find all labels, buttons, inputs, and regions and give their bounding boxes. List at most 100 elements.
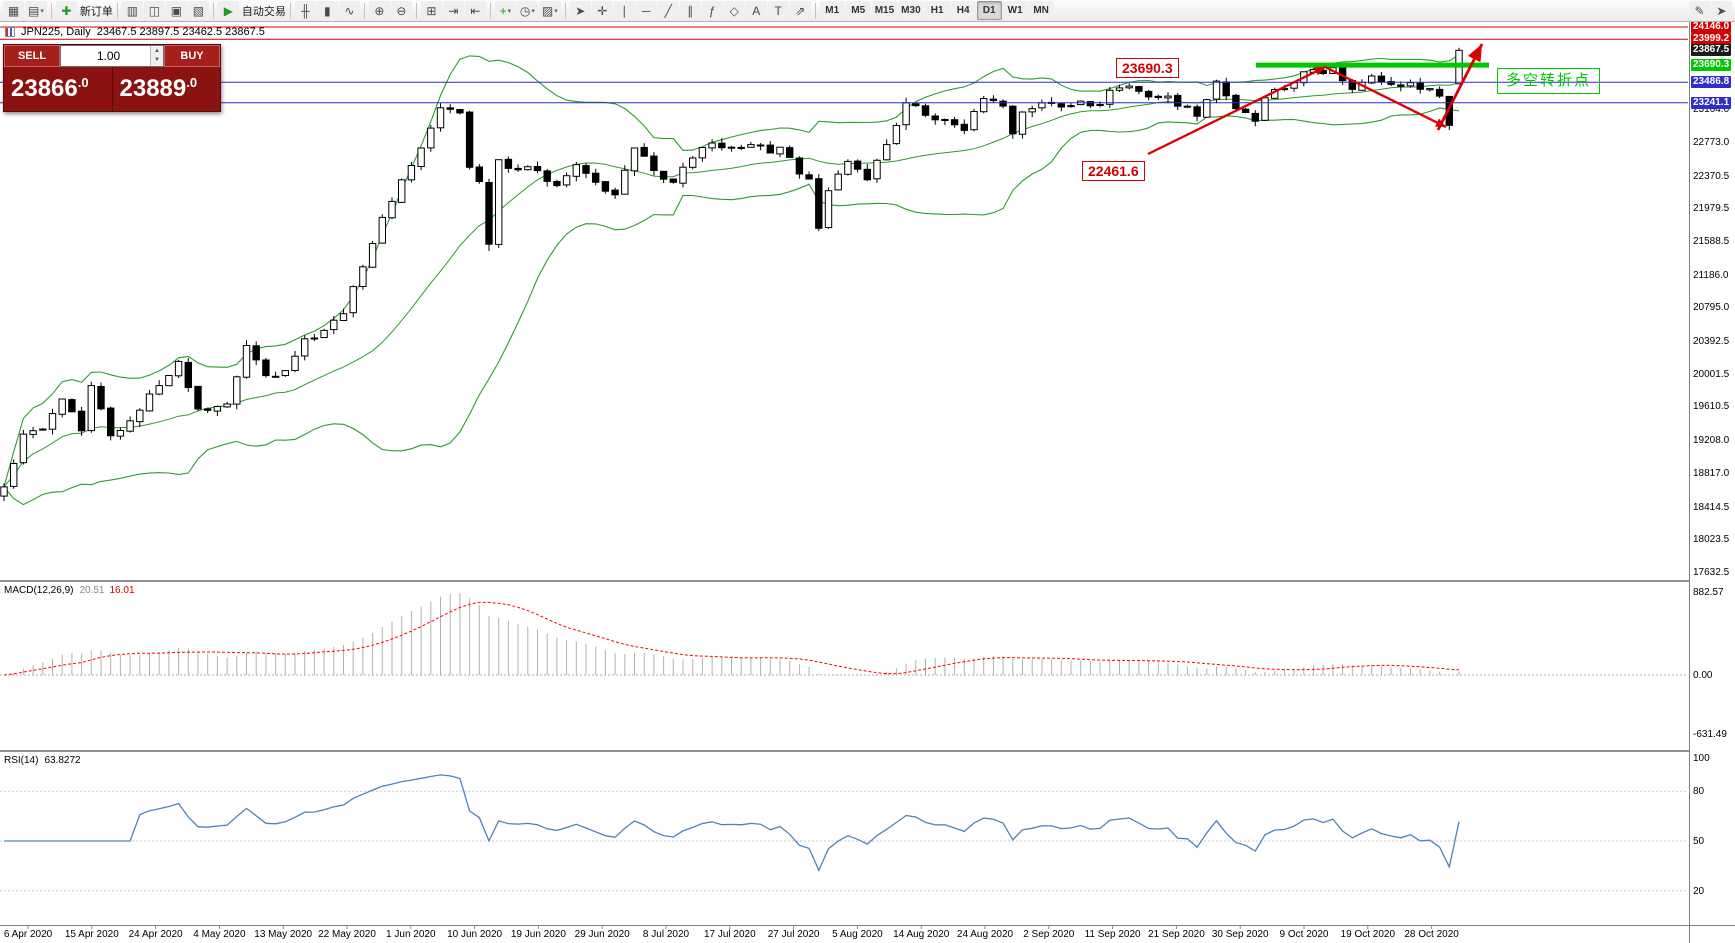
timeframe-button-H1[interactable]: H1	[924, 1, 950, 20]
price-tick: 21588.5	[1693, 235, 1730, 247]
trendline-icon[interactable]: ╱	[657, 1, 679, 20]
rsi-line	[4, 774, 1460, 872]
arrows-icon[interactable]: ⇗	[789, 1, 811, 20]
timeframe-button-M15[interactable]: M15	[871, 1, 898, 20]
timeframe-button-D1[interactable]: D1	[976, 1, 1002, 20]
zoom-in-icon[interactable]: ⊕	[368, 1, 390, 20]
date-label: 27 Jul 2020	[767, 929, 820, 940]
lot-decrease-button[interactable]: ▼	[151, 56, 163, 65]
pointer-icon[interactable]: ➤	[1711, 1, 1732, 20]
cursor-icon[interactable]: ➤	[569, 1, 591, 20]
rsi-tick: 80	[1693, 786, 1705, 798]
line-price-label: 24146.0	[1691, 21, 1732, 33]
shapes-icon[interactable]: ◇	[723, 1, 745, 20]
buy-price-small: .0	[186, 75, 198, 90]
candlestick-icon[interactable]: ▮	[316, 1, 338, 20]
pencil-icon[interactable]: ✎	[1689, 1, 1710, 20]
macd-label: MACD(12,26,9) 20.51 16.01	[4, 585, 135, 596]
rsi-tick: 20	[1693, 885, 1705, 897]
timeframe-button-M30[interactable]: M30	[898, 1, 924, 20]
rsi-label: RSI(14) 63.8272	[4, 755, 81, 766]
timeframe-button-W1[interactable]: W1	[1002, 1, 1028, 20]
bollinger-bands	[3, 54, 1460, 506]
horizontal-line-objects[interactable]	[0, 26, 1688, 104]
autotrading-icon[interactable]: ▶	[217, 1, 239, 20]
auto-scroll-icon[interactable]: ⇥	[442, 1, 464, 20]
bar-chart-icon[interactable]: ╫	[294, 1, 316, 20]
price-tick: 22773.0	[1693, 136, 1730, 148]
chart-title: JPN225, Daily 23467.5 23897.5 23462.5 23…	[5, 26, 265, 38]
macd-tick: 882.57	[1693, 587, 1724, 598]
bull-bear-turning-point-note[interactable]: 多空转折点	[1497, 68, 1601, 94]
date-label: 24 Apr 2020	[128, 929, 183, 940]
chart-shift-icon[interactable]: ⇤	[464, 1, 486, 20]
lot-increase-button[interactable]: ▲	[151, 47, 163, 56]
zoom-out-icon[interactable]: ⊖	[390, 1, 412, 20]
rsi-value: 63.8272	[44, 755, 81, 766]
indicators-icon[interactable]: + ▾	[494, 1, 516, 20]
price-tick: 19610.5	[1693, 401, 1730, 413]
tile-windows-icon[interactable]: ⊞	[420, 1, 442, 20]
periods-icon[interactable]: ◷ ▾	[516, 1, 538, 20]
toolbar-separator	[116, 2, 118, 19]
date-label: 1 Jun 2020	[386, 929, 436, 940]
lot-spinner: ▲ ▼	[150, 46, 163, 66]
sell-button[interactable]: SELL	[4, 45, 60, 67]
timeframe-button-H4[interactable]: H4	[950, 1, 976, 20]
date-label: 15 Apr 2020	[64, 929, 119, 940]
timeframe-button-MN[interactable]: MN	[1028, 1, 1054, 20]
autotrading-label: 自动交易	[241, 5, 286, 18]
price-tick: 19208.0	[1693, 435, 1730, 447]
sell-price-big: 23866	[11, 75, 78, 102]
price-axis[interactable]: 23164.0 22773.0 22370.5 21979.5 21588.5 21186…	[1689, 21, 1735, 943]
channel-icon[interactable]: ∥	[679, 1, 701, 20]
line-price-label: 23690.3	[1691, 59, 1732, 72]
price-annotation-22461[interactable]: 22461.6	[1082, 161, 1145, 181]
profiles-icon[interactable]: ▤ ▾	[25, 1, 47, 20]
lot-size-field[interactable]: 1.00 ▲ ▼	[60, 45, 164, 67]
market-watch-icon[interactable]: ▥	[121, 1, 143, 20]
price-tick: 18023.5	[1693, 534, 1730, 546]
one-click-trading-panel: SELL 1.00 ▲ ▼ BUY 23866 .0 23889 .0	[3, 44, 221, 112]
date-label: 2 Sep 2020	[1023, 929, 1075, 940]
line-price-label: 23241.1	[1691, 96, 1732, 109]
line-chart-icon[interactable]: ∿	[338, 1, 360, 20]
price-tick: 20392.5	[1693, 336, 1730, 348]
date-label: 14 Aug 2020	[893, 929, 950, 940]
new-chart-icon[interactable]: ▦	[3, 1, 24, 20]
time-axis-line	[0, 925, 1735, 926]
text-icon[interactable]: A	[745, 1, 767, 20]
buy-button[interactable]: BUY	[164, 45, 220, 67]
terminal-icon[interactable]: ▧	[187, 1, 209, 20]
panel-splitter-macd[interactable]	[0, 580, 1689, 582]
data-window-icon[interactable]: ◫	[143, 1, 165, 20]
toolbar-separator	[415, 2, 417, 19]
rsi-tick: 100	[1693, 753, 1710, 764]
price-annotation-23690[interactable]: 23690.3	[1116, 58, 1179, 78]
crosshair-icon[interactable]: ✛	[591, 1, 613, 20]
sell-price[interactable]: 23866 .0	[4, 67, 112, 111]
price-tick: 20795.0	[1693, 302, 1730, 314]
panel-splitter-rsi[interactable]	[0, 750, 1689, 752]
date-label: 17 Jul 2020	[703, 929, 756, 940]
navigator-icon[interactable]: ▣	[165, 1, 187, 20]
macd-signal-line	[3, 601, 1460, 676]
rsi-level-lines	[0, 790, 1688, 892]
date-label: 22 May 2020	[318, 929, 376, 940]
lot-value[interactable]: 1.00	[96, 49, 121, 63]
price-tick: 23164.0	[1693, 104, 1730, 116]
templates-icon[interactable]: ▨ ▾	[538, 1, 561, 20]
horizontal-line-icon[interactable]: ─	[635, 1, 657, 20]
date-label: 10 Jun 2020	[447, 929, 503, 940]
vertical-line-icon[interactable]: ∣	[613, 1, 635, 20]
timeframe-button-M5[interactable]: M5	[845, 1, 871, 20]
label-icon[interactable]: T	[767, 1, 789, 20]
date-label: 9 Oct 2020	[1279, 929, 1329, 940]
timeframe-button-M1[interactable]: M1	[819, 1, 845, 20]
fibonacci-icon[interactable]: ƒ	[701, 1, 723, 20]
new-order-icon[interactable]: ✚	[55, 1, 77, 20]
trend-arrows[interactable]	[1147, 43, 1484, 156]
buy-price[interactable]: 23889 .0	[111, 67, 221, 111]
toolbar-separator	[814, 2, 816, 19]
